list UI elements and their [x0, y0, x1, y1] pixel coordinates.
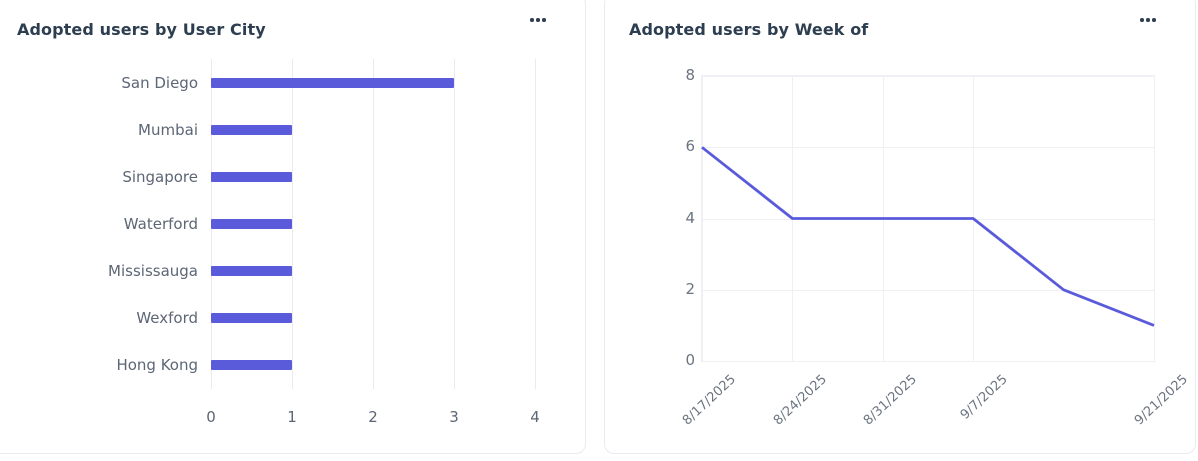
gridline-vertical — [535, 59, 536, 389]
gridline-horizontal — [702, 147, 1154, 149]
category-label: Mississauga — [108, 262, 198, 281]
bar-row: Mumbai — [0, 106, 535, 153]
card-adopted-users-by-week: Adopted users by Week of 8 6 4 2 0 8/17/2025… — [604, 0, 1196, 454]
category-label: Wexford — [136, 309, 198, 328]
gridline-vertical — [373, 59, 374, 389]
x-tick-label: 0 — [206, 408, 216, 426]
y-tick-label: 2 — [685, 279, 695, 298]
adopted-users-series[interactable] — [701, 76, 1155, 361]
bar-chart-plot: San Diego Mumbai Singapore Waterford Mississ… — [0, 59, 535, 389]
y-tick-label: 0 — [685, 351, 695, 369]
gridline-vertical — [454, 59, 455, 389]
bar-row: San Diego — [0, 59, 535, 106]
bar-wexford[interactable] — [211, 313, 292, 324]
category-label: Singapore — [122, 167, 198, 186]
line-chart-x-axis: 8/17/2025 8/24/2025 8/31/2025 9/7/2025 9/21/… — [605, 0, 1197, 455]
ellipsis-icon — [525, 11, 551, 29]
x-tick-label: 4 — [530, 408, 540, 426]
x-tick-label: 2 — [368, 408, 378, 426]
card-menu-button[interactable] — [525, 11, 551, 29]
y-tick-label: 4 — [685, 208, 695, 227]
card-menu-button[interactable] — [1135, 11, 1161, 29]
bar-row: Hong Kong — [0, 342, 535, 389]
ellipsis-icon — [1135, 11, 1161, 29]
gridline-horizontal — [702, 289, 1154, 291]
bar-san-diego[interactable] — [211, 77, 454, 88]
line-chart-y-axis: 8 6 4 2 0 — [605, 66, 695, 369]
y-tick-label: 8 — [685, 66, 695, 84]
card-adopted-users-by-user-city: Adopted users by User City San Diego Mumb… — [0, 0, 586, 454]
bar-chart-x-axis: 0 1 2 3 4 — [206, 408, 540, 428]
gridline-horizontal — [702, 361, 1154, 362]
bar-hong-kong[interactable] — [211, 360, 292, 371]
x-tick-label: 9/7/2025 — [957, 372, 1011, 423]
category-label: Mumbai — [138, 120, 198, 139]
gridline-horizontal — [702, 76, 1154, 77]
line-chart-plot — [701, 75, 1155, 362]
gridline-vertical — [1154, 76, 1155, 361]
category-label: San Diego — [121, 73, 198, 92]
category-label: Waterford — [123, 214, 198, 233]
x-tick-label: 9/21/2025 — [1132, 372, 1192, 429]
category-label: Hong Kong — [116, 356, 198, 375]
bar-singapore[interactable] — [211, 171, 292, 182]
bar-mumbai[interactable] — [211, 124, 292, 135]
bar-row: Singapore — [0, 153, 535, 200]
x-tick-label: 3 — [449, 408, 459, 426]
bar-waterford[interactable] — [211, 218, 292, 229]
x-tick-label: 8/24/2025 — [770, 372, 830, 429]
card-title: Adopted users by Week of — [629, 20, 869, 39]
bar-mississauga[interactable] — [211, 266, 292, 277]
bar-row: Mississauga — [0, 248, 535, 295]
y-tick-label: 6 — [685, 137, 695, 156]
x-tick-label: 1 — [287, 408, 297, 426]
x-tick-label: 8/17/2025 — [680, 372, 740, 429]
series-line[interactable] — [701, 146, 1155, 327]
bar-row: Wexford — [0, 295, 535, 342]
gridline-vertical — [702, 76, 703, 361]
x-tick-label: 8/31/2025 — [861, 372, 921, 429]
bar-row: Waterford — [0, 200, 535, 247]
card-title: Adopted users by User City — [17, 20, 266, 39]
gridline-vertical — [292, 59, 293, 389]
